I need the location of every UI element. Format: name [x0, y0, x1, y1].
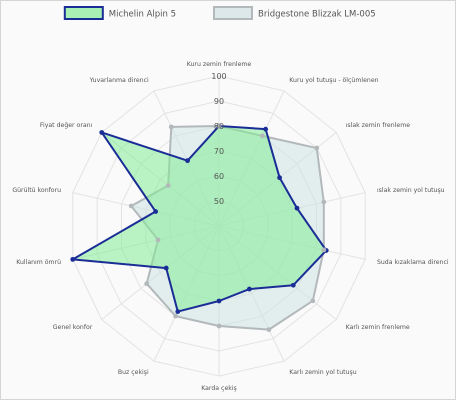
- data-point[interactable]: [216, 298, 222, 304]
- legend-item[interactable]: Michelin Alpin 5: [63, 6, 176, 20]
- data-point[interactable]: [216, 123, 222, 129]
- data-point[interactable]: [294, 205, 300, 211]
- legend: Michelin Alpin 5 Bridgestone Blizzak LM-0…: [63, 6, 376, 20]
- axis-label: ıslak zemin yol tutuşu: [377, 187, 445, 194]
- data-point[interactable]: [99, 130, 105, 135]
- data-point[interactable]: [290, 282, 296, 288]
- axis-label: Kuru zemin frenleme: [187, 61, 252, 68]
- axis-label: Genel konfor: [53, 324, 93, 331]
- data-point[interactable]: [266, 327, 272, 333]
- data-point[interactable]: [277, 175, 282, 181]
- tick-labels: 50 60 70 80 90 100: [211, 72, 226, 206]
- data-point[interactable]: [246, 286, 252, 292]
- data-point[interactable]: [128, 203, 134, 209]
- axis-label: ıslak zemin frenleme: [346, 122, 411, 129]
- axis-label: Karlı zemin yol tutuşu: [289, 369, 356, 376]
- series-layer: [70, 123, 329, 333]
- data-point[interactable]: [310, 298, 316, 304]
- data-point[interactable]: [263, 126, 269, 132]
- axis-label: Buz çekişi: [118, 369, 149, 376]
- data-point[interactable]: [175, 309, 181, 314]
- data-point[interactable]: [144, 281, 150, 287]
- data-point[interactable]: [168, 124, 174, 130]
- data-point[interactable]: [165, 183, 171, 188]
- tick-label: 80: [214, 122, 224, 131]
- legend-label: Michelin Alpin 5: [109, 10, 176, 20]
- data-point[interactable]: [216, 323, 222, 329]
- axis-label: Yuvarlanma direnci: [89, 77, 149, 84]
- tick-label: 100: [211, 72, 226, 81]
- axis-label: Suda kızaklama direnci: [377, 259, 449, 266]
- data-point[interactable]: [173, 313, 179, 319]
- axis-label: Fiyat değer oranı: [40, 121, 93, 129]
- data-point[interactable]: [155, 237, 161, 243]
- data-point[interactable]: [321, 199, 327, 205]
- tick-label: 70: [214, 147, 224, 156]
- axis-labels: Kuru zemin frenleme Kuru yol tutuşu - ölç…: [12, 61, 449, 392]
- data-point[interactable]: [259, 133, 265, 139]
- axis-label: Karda çekiş: [201, 385, 237, 392]
- data-point[interactable]: [321, 247, 327, 253]
- legend-label: Bridgestone Blizzak LM-005: [258, 10, 376, 20]
- data-point[interactable]: [163, 265, 169, 271]
- tick-label: 60: [214, 172, 224, 181]
- axis-label: Kuru yol tutuşu - ölçümlenen: [289, 77, 378, 84]
- data-point[interactable]: [70, 256, 76, 262]
- axis-label: Gürültü konforu: [12, 187, 61, 194]
- data-point[interactable]: [314, 145, 320, 151]
- legend-swatch: [213, 6, 253, 20]
- legend-item[interactable]: Bridgestone Blizzak LM-005: [213, 6, 376, 20]
- tick-label: 90: [214, 97, 224, 106]
- axis-label: Karlı zemin frenleme: [346, 324, 410, 331]
- data-point[interactable]: [153, 209, 159, 214]
- axis-label: Kullanım ömrü: [16, 259, 61, 266]
- legend-swatch: [63, 6, 104, 20]
- tick-label: 50: [214, 197, 224, 206]
- data-point[interactable]: [185, 158, 190, 164]
